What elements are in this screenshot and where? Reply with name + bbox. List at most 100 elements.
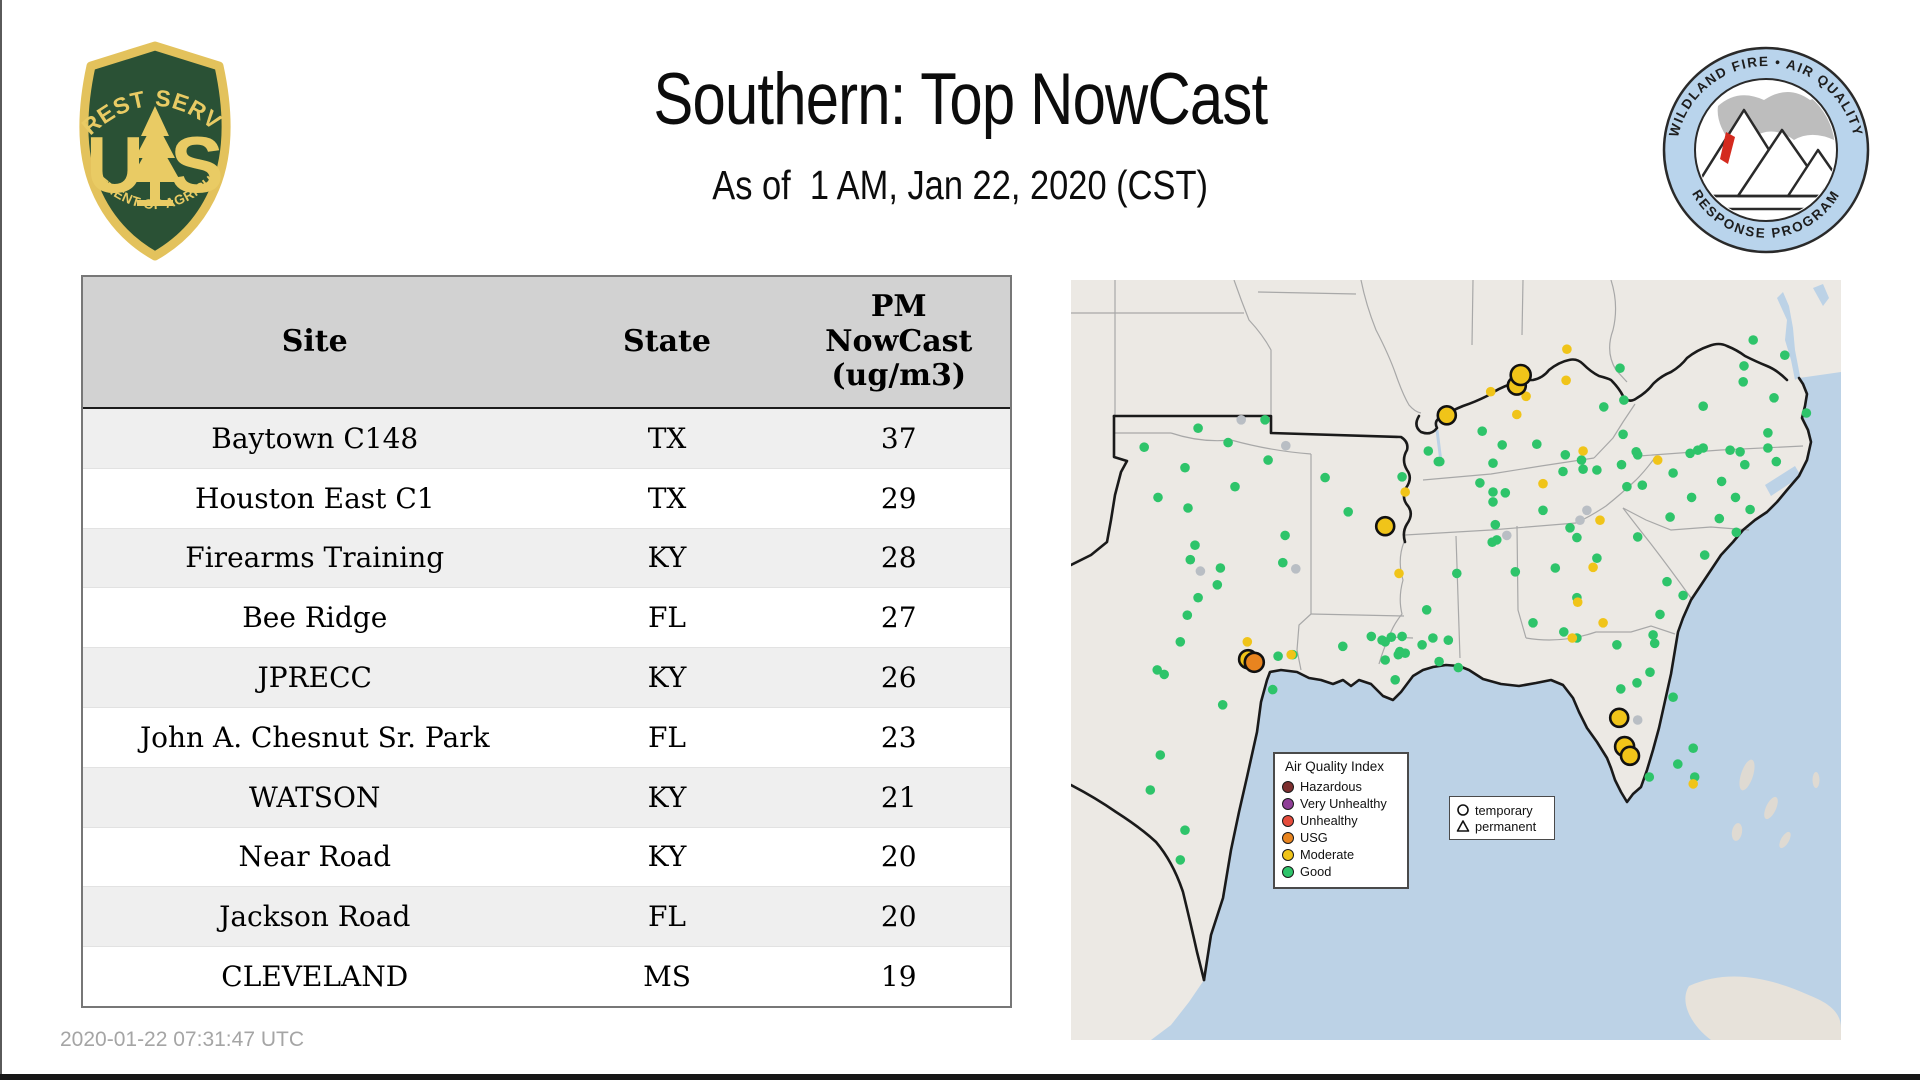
monitor-dot <box>1644 772 1655 782</box>
legend-swatch-icon <box>1282 865 1294 878</box>
monitor-dot <box>1739 361 1749 371</box>
monitor-dot <box>1183 503 1193 513</box>
legend-item: Good <box>1282 864 1400 879</box>
monitor-dot <box>1567 633 1578 643</box>
monitor-dot <box>1731 527 1742 538</box>
monitor-dot <box>1236 415 1246 425</box>
monitor-dot <box>1575 515 1585 525</box>
monitor-dot <box>1217 700 1228 710</box>
monitor-dot <box>1780 350 1790 360</box>
temporary-circle-icon <box>1457 804 1469 816</box>
top-site-marker <box>1608 707 1630 729</box>
monitor-dot <box>1730 492 1741 503</box>
value-cell: 27 <box>880 601 917 635</box>
monitor-dot <box>1139 442 1149 452</box>
monitor-dot <box>1394 568 1404 579</box>
bottom-edge-bar <box>0 1074 1920 1080</box>
monitor-dot <box>1434 656 1444 667</box>
monitor-dot <box>1212 580 1223 590</box>
top-site-marker <box>1509 363 1533 387</box>
monitor-dot <box>1561 375 1571 386</box>
monitor-dot <box>1616 459 1627 470</box>
monitor-dot <box>1771 456 1782 467</box>
legend-swatch-icon <box>1282 797 1294 810</box>
monitor-dot <box>1662 576 1672 587</box>
state-cell: TX <box>647 421 687 455</box>
monitor-dot <box>1421 605 1432 615</box>
temporary-row: temporary <box>1456 802 1548 818</box>
site-cell: WATSON <box>249 780 381 814</box>
table-row: Near Road KY 20 <box>83 826 1010 887</box>
monitor-dot <box>1175 637 1186 647</box>
legend-swatch-icon <box>1282 780 1294 793</box>
table-row: Jackson Road FL 20 <box>83 886 1010 947</box>
state-cell: MS <box>643 960 691 994</box>
legend-item: Moderate <box>1282 847 1400 862</box>
table-row: WATSON KY 21 <box>83 766 1010 827</box>
monitor-dot <box>1572 532 1582 543</box>
value-cell: 21 <box>880 780 917 814</box>
monitor-dot <box>1560 450 1571 460</box>
monitor-dot <box>1631 447 1641 457</box>
site-cell: Near Road <box>238 840 392 874</box>
top-site-marker <box>1436 405 1458 426</box>
permanent-label: permanent <box>1475 818 1537 834</box>
value-cell: 26 <box>880 661 917 695</box>
site-cell: Baytown C148 <box>211 421 419 455</box>
monitor-dot <box>1592 465 1602 475</box>
table-row: Baytown C148 TX 37 <box>83 409 1010 468</box>
monitor-dot <box>1380 655 1390 665</box>
monitor-dot <box>1735 447 1745 457</box>
monitor-dot <box>1801 408 1812 418</box>
monitor-dot <box>1182 610 1193 620</box>
monitor-dot <box>1452 568 1462 579</box>
monitor-dot <box>1500 488 1511 498</box>
monitor-dot <box>1632 678 1642 688</box>
permanent-row: permanent <box>1456 818 1548 834</box>
table-body: Baytown C148 TX 37 Houston East C1 TX 29 Firea… <box>83 409 1010 1006</box>
monitor-dot <box>1559 627 1569 637</box>
state-cell: FL <box>647 601 687 635</box>
aq-fire-icon <box>1720 132 1735 164</box>
column-header-state: State <box>623 323 711 359</box>
monitor-dot <box>1190 540 1200 550</box>
highlighted-markers-layer <box>1237 363 1641 767</box>
monitor-dot <box>1688 779 1698 789</box>
legend-label: USG <box>1300 830 1328 845</box>
monitor-dot <box>1280 530 1290 541</box>
monitor-dot <box>1477 426 1487 436</box>
table-row: John A. Chesnut Sr. Park FL 23 <box>83 706 1010 767</box>
monitor-dot <box>1698 443 1708 453</box>
monitor-dot <box>1286 649 1296 660</box>
monitor-dot <box>1152 665 1162 675</box>
monitor-dot <box>1223 437 1233 448</box>
state-cell: KY <box>647 840 687 874</box>
monitor-dot <box>1599 402 1609 412</box>
table-row: Houston East C1 TX 29 <box>83 467 1010 528</box>
wfaqrp-logo: WILDLAND FIRE • AIR QUALITY RESPONSE PRO… <box>1662 46 1870 254</box>
monitor-dot <box>1612 640 1622 650</box>
monitor-dot <box>1428 633 1438 643</box>
monitor-dot <box>1645 667 1655 677</box>
page-subtitle: As of 1 AM, Jan 22, 2020 (CST) <box>712 162 1208 208</box>
legend-swatch-icon <box>1282 814 1294 827</box>
site-cell: JPRECC <box>257 661 372 695</box>
monitor-dot <box>1502 530 1512 541</box>
monitor-dot <box>1485 386 1496 397</box>
monitor-dot <box>1281 440 1291 451</box>
state-cell: KY <box>647 780 687 814</box>
fs-pine-tree-icon <box>129 106 181 206</box>
forest-service-logo: FOREST SERVICE U S DEPARTMENT OF AGRICUL… <box>53 40 231 261</box>
fs-u-letter: U <box>86 120 144 209</box>
value-cell: 19 <box>880 960 917 994</box>
monitor-dot <box>1263 455 1273 465</box>
map-canvas <box>1071 280 1841 1040</box>
permanent-triangle-icon <box>1456 820 1470 832</box>
site-cell: Houston East C1 <box>194 481 435 515</box>
monitor-dot <box>1686 492 1697 503</box>
monitor-dot <box>1153 492 1163 503</box>
monitor-dot <box>1738 377 1748 387</box>
monitor-dot <box>1740 459 1750 470</box>
monitor-dot <box>1260 415 1270 425</box>
monitor-dot <box>1592 553 1602 563</box>
